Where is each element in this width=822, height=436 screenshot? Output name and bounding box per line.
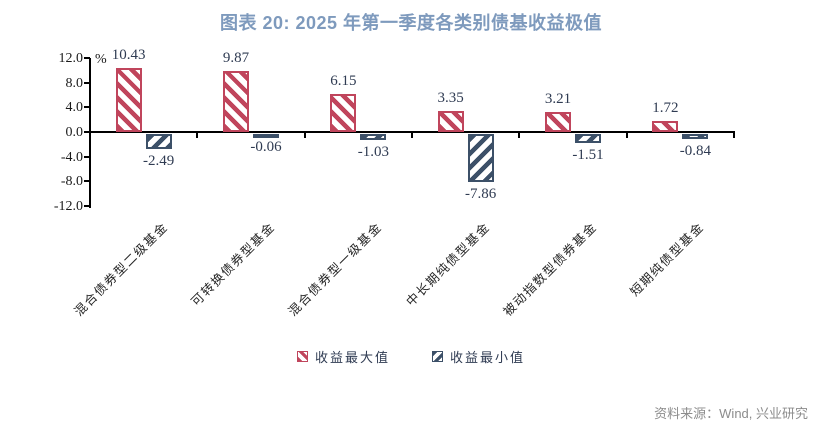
max-bar bbox=[545, 112, 571, 132]
legend: 收益最大值 收益最小值 bbox=[0, 347, 822, 366]
legend-label-max: 收益最大值 bbox=[314, 350, 390, 365]
max-bar bbox=[330, 94, 357, 132]
y-tick-label: 0.0 bbox=[65, 125, 84, 140]
x-tick-mark bbox=[411, 133, 413, 138]
max-bar bbox=[223, 71, 249, 132]
min-bar bbox=[360, 134, 387, 140]
min-bar bbox=[467, 134, 494, 182]
chart-title: 图表 20: 2025 年第一季度各类别债基收益极值 bbox=[219, 13, 603, 33]
min-series-swatch-icon bbox=[432, 351, 443, 362]
y-tick-label: 4.0 bbox=[65, 100, 84, 116]
category-label: 可转换债券型基金 bbox=[188, 219, 278, 309]
y-tick-mark bbox=[84, 81, 90, 84]
x-tick-mark bbox=[196, 133, 199, 138]
min-bar bbox=[575, 134, 601, 143]
x-tick-mark bbox=[625, 133, 628, 138]
max-value-label: 1.72 bbox=[652, 100, 679, 116]
y-tick-mark bbox=[84, 131, 90, 133]
y-tick-label: -4.0 bbox=[60, 149, 83, 165]
legend-label-min: 收益最小值 bbox=[450, 350, 526, 365]
y-tick-label: 8.0 bbox=[65, 75, 84, 91]
max-bar bbox=[115, 68, 142, 132]
x-tick-mark bbox=[518, 133, 521, 138]
min-value-label: -7.86 bbox=[465, 186, 497, 202]
max-value-label: 6.15 bbox=[330, 73, 357, 89]
y-tick-label: -12.0 bbox=[53, 199, 83, 214]
y-tick-label: 12.0 bbox=[58, 51, 84, 66]
x-tick-mark bbox=[303, 133, 306, 138]
legend-item-min: 收益最小值 bbox=[432, 347, 525, 366]
min-value-label: -1.51 bbox=[572, 147, 604, 163]
min-bar bbox=[682, 134, 709, 139]
min-value-label: -1.03 bbox=[357, 144, 389, 160]
min-value-label: -0.06 bbox=[250, 139, 282, 155]
x-axis-zero-line bbox=[89, 131, 735, 133]
y-axis bbox=[89, 58, 91, 208]
max-bar bbox=[437, 111, 464, 132]
max-value-label: 3.35 bbox=[437, 90, 464, 106]
y-tick-mark bbox=[84, 205, 90, 207]
category-label: 中长期纯债型基金 bbox=[403, 219, 493, 309]
max-series-swatch-icon bbox=[296, 351, 308, 362]
y-tick-mark bbox=[84, 155, 90, 158]
category-label: 被动指数型债券基金 bbox=[500, 219, 600, 319]
y-tick-mark bbox=[84, 180, 90, 183]
category-label: 短期纯债型基金 bbox=[627, 219, 708, 300]
min-value-label: -2.49 bbox=[143, 153, 175, 169]
min-bar bbox=[253, 134, 279, 138]
y-tick-label: -8.0 bbox=[60, 174, 83, 190]
category-label: 混合债券型一级基金 bbox=[286, 219, 386, 319]
legend-item-max: 收益最大值 bbox=[296, 347, 390, 366]
max-value-label: 3.21 bbox=[544, 91, 572, 107]
y-tick-mark bbox=[84, 106, 90, 109]
min-value-label: -0.84 bbox=[679, 143, 711, 159]
x-tick-mark bbox=[733, 133, 735, 138]
y-axis-unit-label: % bbox=[95, 52, 107, 67]
min-bar bbox=[145, 134, 172, 149]
y-tick-mark bbox=[84, 57, 90, 59]
max-value-label: 10.43 bbox=[111, 47, 146, 63]
max-value-label: 9.87 bbox=[222, 50, 250, 66]
max-bar bbox=[652, 121, 679, 132]
source-note: 资料来源：Wind, 兴业研究 bbox=[654, 406, 808, 421]
category-label: 混合债券型二级基金 bbox=[71, 219, 171, 319]
